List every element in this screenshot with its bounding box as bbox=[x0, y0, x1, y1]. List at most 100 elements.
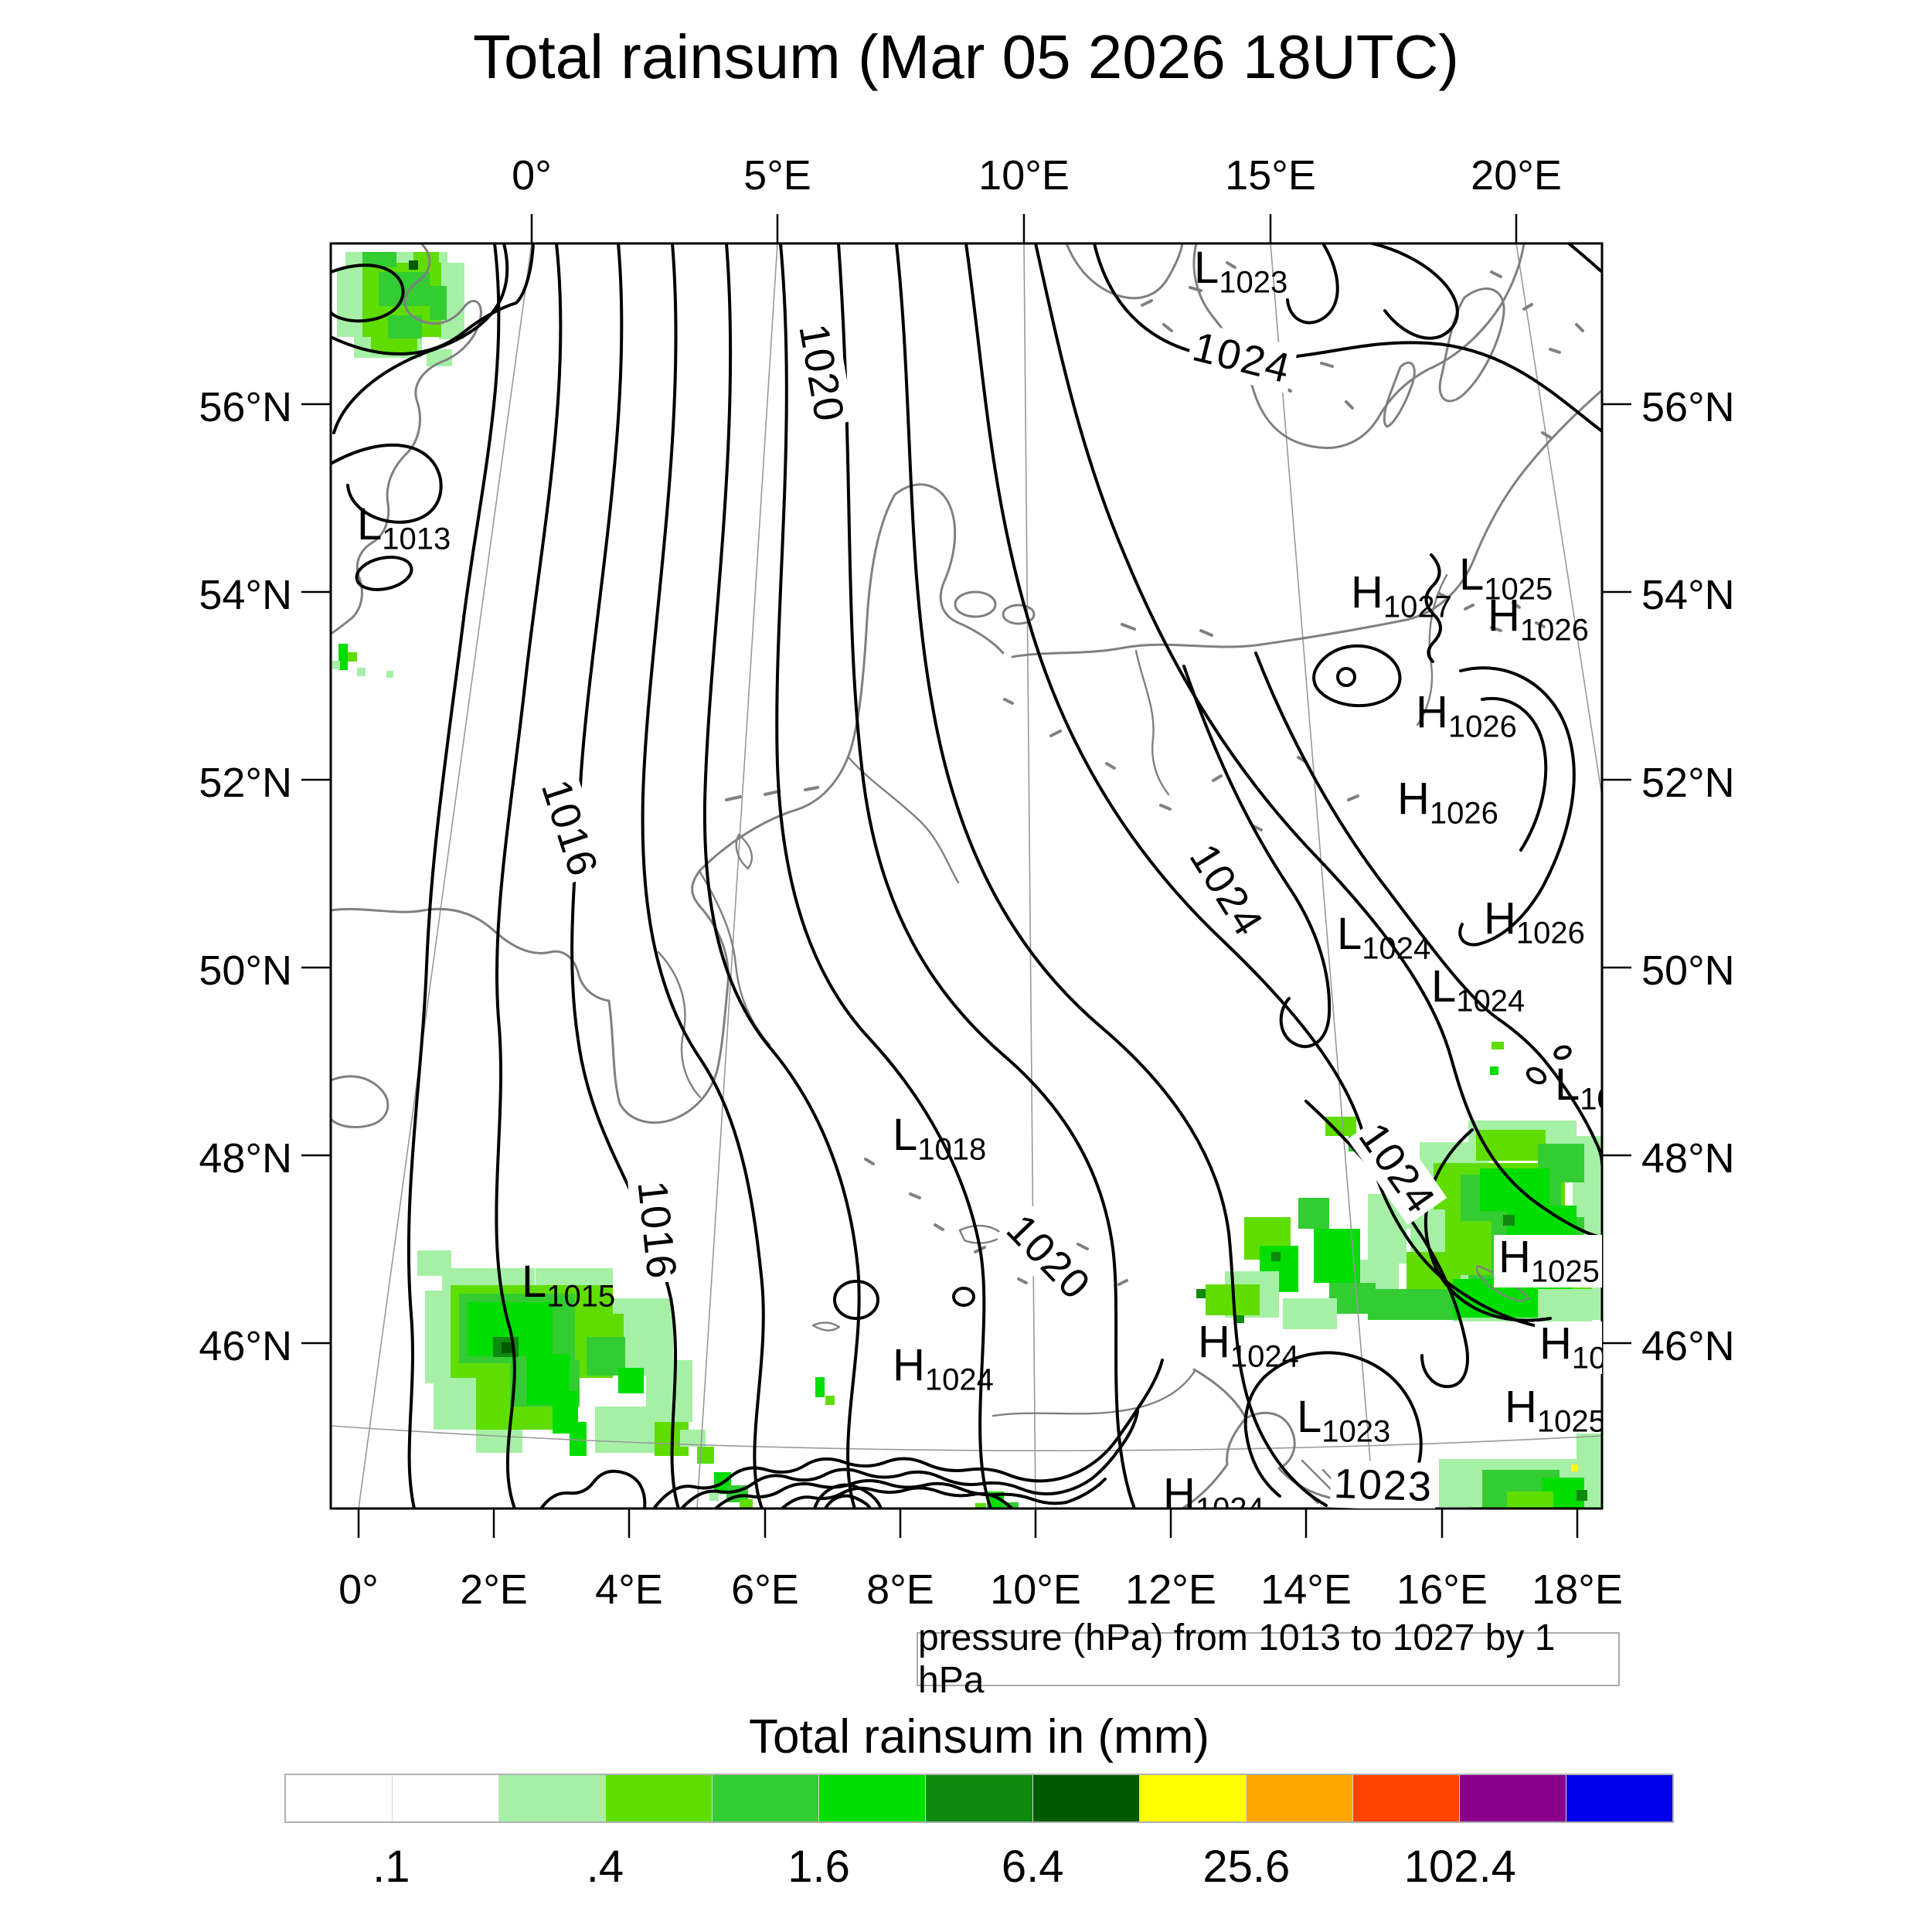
axis-label-left-1: 54°N bbox=[199, 572, 292, 618]
axis-label-right-2: 52°N bbox=[1641, 760, 1735, 806]
pressure-value: 1015 bbox=[546, 1279, 616, 1314]
axis-label-right-0: 56°N bbox=[1641, 384, 1735, 430]
pressure-letter: H bbox=[1163, 1469, 1196, 1509]
pressure-letter: L bbox=[1337, 909, 1362, 959]
legend-cell bbox=[499, 1775, 607, 1821]
pressure-center-L1023-s: L1023 bbox=[1297, 1395, 1390, 1447]
pressure-center-H1024-a: H1024 bbox=[893, 1343, 994, 1396]
pressure-center-H1025-a: H1025 bbox=[1494, 1235, 1602, 1287]
axis-label-left-5: 46°N bbox=[199, 1323, 292, 1369]
legend-tick-label: 1.6 bbox=[787, 1842, 850, 1892]
pressure-letter: H bbox=[893, 1340, 925, 1390]
axis-label-top-3: 15°E bbox=[1225, 152, 1316, 199]
axis-label-bottom-1: 2°E bbox=[460, 1566, 528, 1613]
legend-colorbar bbox=[284, 1774, 1674, 1823]
legend-title: Total rainsum in (mm) bbox=[749, 1710, 1209, 1764]
pressure-center-clipped: L10 bbox=[1555, 1063, 1602, 1115]
legend-cell bbox=[606, 1775, 713, 1821]
pressure-letter: H bbox=[1416, 687, 1448, 737]
pressure-letter: H bbox=[1539, 1318, 1572, 1369]
pressure-value: 1025 bbox=[1484, 572, 1553, 607]
pressure-center-H1026-d: H1026 bbox=[1484, 896, 1585, 949]
axis-label-right-1: 54°N bbox=[1641, 572, 1735, 618]
legend-tick-label: 25.6 bbox=[1202, 1842, 1291, 1892]
legend-cell bbox=[819, 1775, 927, 1821]
pressure-center-H1024-c: H1024 bbox=[1163, 1472, 1264, 1509]
pressure-center-H1026-c: H1026 bbox=[1397, 777, 1498, 829]
pressure-letter: H bbox=[1488, 590, 1520, 641]
pressure-value: 1025 bbox=[1536, 1404, 1602, 1439]
contour-label-1016-s: 1016 bbox=[628, 1175, 686, 1285]
pressure-caption: pressure (hPa) from 1013 to 1027 by 1 hP… bbox=[917, 1617, 1620, 1701]
pressure-letter: L bbox=[1459, 549, 1485, 600]
legend-cell bbox=[1139, 1775, 1247, 1821]
legend-cell bbox=[926, 1775, 1033, 1821]
pressure-value: 1027 bbox=[1383, 590, 1452, 624]
pressure-center-H1025-b: H1025 bbox=[1535, 1321, 1602, 1374]
pressure-letter: H bbox=[1484, 893, 1516, 944]
contour-label-1024-se: 1024 bbox=[1347, 1111, 1447, 1226]
pressure-letter: L bbox=[1555, 1060, 1580, 1110]
axis-label-left-2: 52°N bbox=[199, 760, 292, 806]
axis-label-right-4: 48°N bbox=[1641, 1135, 1735, 1182]
contour-label-1024-ne: 1024 bbox=[1185, 321, 1299, 394]
pressure-center-L1018: L1018 bbox=[893, 1113, 986, 1165]
pressure-value: 1018 bbox=[917, 1132, 987, 1167]
legend-cell bbox=[393, 1775, 500, 1821]
pressure-value: 1024 bbox=[1230, 1339, 1299, 1374]
graticule bbox=[331, 243, 1602, 1509]
pressure-value: 1025 bbox=[1571, 1341, 1602, 1376]
axis-label-left-0: 56°N bbox=[199, 384, 292, 430]
contour-label-1016-n: 1016 bbox=[530, 770, 609, 886]
contour-label-1020-n: 1020 bbox=[788, 317, 855, 430]
pressure-letter: H bbox=[1351, 567, 1383, 617]
axis-label-bottom-2: 4°E bbox=[595, 1566, 663, 1613]
page-title: Total rainsum (Mar 05 2026 18UTC) bbox=[472, 22, 1460, 91]
pressure-value: 1025 bbox=[1530, 1254, 1600, 1289]
axis-label-left-3: 50°N bbox=[199, 947, 292, 994]
legend-cell bbox=[1032, 1775, 1140, 1821]
axis-label-bottom-4: 8°E bbox=[866, 1566, 934, 1613]
pressure-letter: L bbox=[357, 499, 383, 549]
axis-label-right-3: 50°N bbox=[1641, 947, 1735, 994]
axis-label-top-1: 5°E bbox=[743, 152, 811, 199]
pressure-letter: L bbox=[893, 1110, 918, 1160]
pressure-value: 1026 bbox=[1519, 613, 1589, 648]
axis-label-top-4: 20°E bbox=[1471, 152, 1562, 199]
legend-cell bbox=[1352, 1775, 1460, 1821]
pressure-value: 10 bbox=[1580, 1082, 1602, 1117]
pressure-center-L1024-b: L1024 bbox=[1431, 964, 1525, 1017]
map-label-layer: L1013 L1023 H1027 L1025 H1026 H1026 H102… bbox=[331, 243, 1602, 1509]
legend-cell bbox=[713, 1775, 820, 1821]
pressure-center-L1015: L1015 bbox=[522, 1260, 615, 1312]
axis-label-bottom-0: 0° bbox=[338, 1566, 379, 1613]
legend-tick-label: 6.4 bbox=[1001, 1842, 1064, 1892]
pressure-value: 1024 bbox=[924, 1362, 994, 1397]
map-frame-and-ticks bbox=[301, 214, 1631, 1538]
pressure-value: 1024 bbox=[1196, 1492, 1264, 1509]
axis-label-bottom-8: 16°E bbox=[1396, 1566, 1488, 1613]
legend-tick-label: .4 bbox=[586, 1842, 624, 1892]
legend-cell bbox=[286, 1775, 393, 1821]
axis-label-left-4: 48°N bbox=[199, 1135, 292, 1182]
axis-label-bottom-9: 18°E bbox=[1532, 1566, 1623, 1613]
contour-label-1020-c: 1020 bbox=[995, 1202, 1103, 1312]
pressure-center-H1026-b: H1026 bbox=[1416, 690, 1517, 743]
legend-tick-labels: .1 .4 1.6 6.4 25.6 102.4 bbox=[284, 1841, 1674, 1895]
pressure-center-H1026-a: H1026 bbox=[1488, 594, 1589, 646]
pressure-value: 1024 bbox=[1456, 984, 1526, 1019]
pressure-value: 1026 bbox=[1447, 709, 1517, 744]
axis-label-bottom-7: 14°E bbox=[1260, 1566, 1352, 1613]
pressure-letter: L bbox=[1431, 961, 1457, 1012]
legend-cell bbox=[1566, 1775, 1673, 1821]
pressure-letter: H bbox=[1498, 1232, 1531, 1282]
pressure-center-H1024-b: H1024 bbox=[1198, 1320, 1299, 1372]
pressure-letter: H bbox=[1397, 774, 1430, 824]
contour-label-1024-e: 1024 bbox=[1178, 832, 1275, 948]
axis-label-right-5: 46°N bbox=[1641, 1323, 1735, 1369]
axis-label-bottom-6: 12°E bbox=[1125, 1566, 1216, 1613]
pressure-contours bbox=[331, 243, 1602, 1509]
pressure-value: 1023 bbox=[1321, 1414, 1391, 1449]
legend-tick-label: 102.4 bbox=[1403, 1842, 1516, 1892]
